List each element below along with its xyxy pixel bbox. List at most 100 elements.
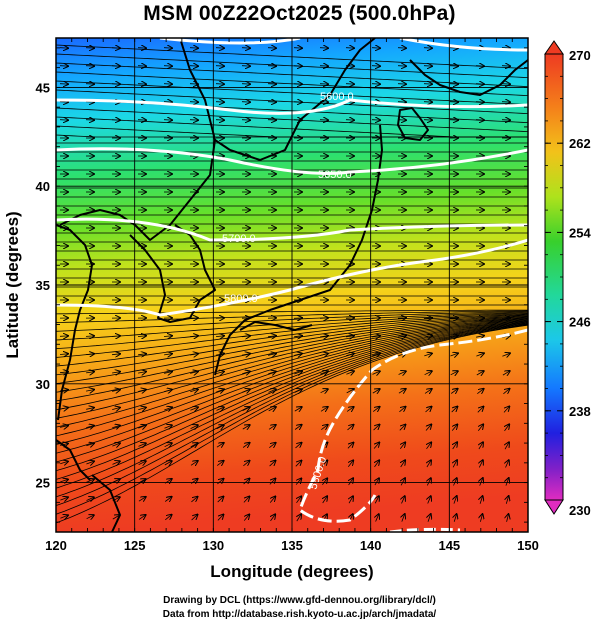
wind-arrow [323, 496, 327, 504]
wind-arrow [60, 515, 68, 518]
wind-arrow [346, 407, 354, 412]
wind-arrow [506, 496, 508, 504]
wind-arrow [86, 426, 94, 428]
colorbar-bottom-arrow [544, 499, 564, 515]
plot-frame [55, 37, 529, 533]
wind-arrow [427, 460, 431, 468]
wind-arrow [401, 478, 405, 486]
wind-arrow [112, 443, 120, 446]
wind-arrow [216, 443, 224, 447]
wind-arrow [268, 354, 276, 356]
wind-arrow [294, 336, 302, 337]
x-axis-label: Longitude (degrees) [210, 562, 373, 581]
wind-arrow [244, 515, 249, 521]
wind-arrow [321, 425, 327, 430]
wind-arrow [450, 353, 458, 356]
wind-arrow [374, 443, 379, 449]
wind-arrow [346, 371, 354, 374]
wind-arrow [424, 353, 432, 356]
wind-arrow [138, 515, 146, 520]
wind-arrow [269, 461, 276, 467]
wind-arrow [189, 336, 198, 337]
streamline [56, 89, 528, 115]
wind-arrow [428, 496, 431, 504]
wind-arrow [190, 443, 198, 447]
wind-arrow [267, 336, 276, 337]
wind-arrow [216, 389, 224, 392]
wind-arrow [450, 389, 457, 394]
wind-arrow [321, 461, 327, 467]
wind-arrow [476, 371, 484, 375]
wind-arrow [322, 478, 327, 486]
wind-arrow [427, 478, 431, 486]
wind-arrow [243, 479, 250, 485]
wind-arrow [271, 514, 276, 522]
wind-arrow [111, 354, 120, 355]
wind-arrow [476, 336, 484, 338]
wind-arrow [424, 336, 432, 338]
wind-arrow [242, 389, 250, 392]
wind-arrow [243, 461, 249, 466]
y-tick-label: 45 [36, 80, 50, 95]
streamline [56, 107, 528, 133]
wind-arrow [376, 514, 379, 522]
data-credit: Data from http://database.rish.kyoto-u.a… [162, 609, 437, 620]
wind-arrow [507, 514, 509, 522]
wind-arrow [163, 336, 172, 337]
wind-arrow [112, 372, 120, 373]
height-contours [56, 38, 528, 532]
wind-arrow [297, 514, 301, 522]
wind-arrow [477, 407, 484, 413]
wind-arrow [112, 461, 120, 464]
streamline [56, 321, 528, 463]
wind-arrow [138, 443, 146, 446]
wind-arrow [137, 336, 146, 337]
x-tick-label: 140 [360, 538, 382, 553]
wind-arrow [164, 461, 172, 465]
wind-arrow [241, 336, 250, 337]
wind-arrow [295, 443, 302, 448]
wind-arrow [294, 354, 302, 356]
wind-arrow [60, 461, 68, 463]
colorbar-tick-label: 238 [569, 404, 591, 419]
wind-arrow [452, 425, 457, 431]
wind-arrow [373, 425, 380, 431]
colorbar-tick-label: 230 [569, 503, 591, 518]
page-title: MSM 00Z22Oct2025 (500.0hPa) [143, 2, 456, 25]
wind-arrow [190, 407, 198, 410]
streamline [56, 71, 528, 97]
wind-arrow [297, 496, 302, 504]
wind-arrow [424, 389, 432, 394]
wind-arrow [269, 443, 275, 448]
wind-arrow [454, 514, 456, 522]
wind-arrow [190, 354, 198, 355]
colorbar-tick-label: 254 [569, 225, 591, 240]
wind-arrow [216, 461, 223, 466]
wind-arrow [502, 371, 510, 375]
wind-arrow [454, 496, 457, 504]
wind-arrow [294, 389, 302, 392]
wind-arrow [216, 425, 224, 429]
wind-arrow [449, 318, 458, 319]
x-tick-label: 150 [517, 538, 539, 553]
wind-arrow [190, 425, 198, 429]
wind-arrow [320, 354, 328, 356]
colorbar-tick-label: 262 [569, 136, 591, 151]
wind-arrow [216, 372, 224, 374]
streamline [56, 320, 528, 454]
wind-arrow [349, 478, 354, 486]
x-axis-ticks: 120 125 130 135 140 145 150 [45, 538, 539, 553]
wind-arrow [164, 497, 171, 502]
streamline [56, 316, 528, 393]
y-tick-label: 30 [36, 377, 50, 392]
wind-arrow [372, 407, 379, 412]
wind-arrow [480, 478, 483, 486]
wind-arrow [191, 497, 197, 502]
wind-arrow [268, 389, 276, 392]
wind-arrow [399, 407, 405, 412]
wind-arrow [268, 425, 276, 429]
wind-arrow [294, 407, 302, 411]
wind-arrow [191, 515, 198, 521]
colorbar: 270 262 254 246 238 230 [544, 40, 591, 518]
